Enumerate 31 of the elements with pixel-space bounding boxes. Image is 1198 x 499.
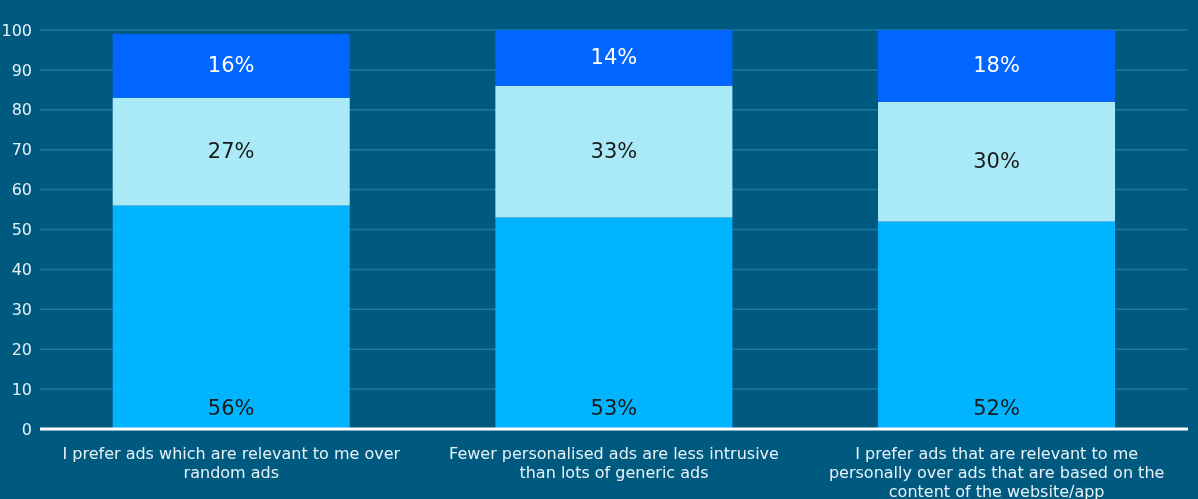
y-tick-label: 40	[11, 260, 32, 280]
bar	[112, 33, 350, 98]
data-label: 53%	[590, 396, 638, 420]
bar	[495, 217, 733, 429]
y-tick-label: 100	[1, 20, 32, 40]
bar	[495, 85, 733, 218]
y-tick-label: 50	[11, 220, 32, 240]
bar	[878, 101, 1116, 222]
y-tick-label: 10	[11, 379, 32, 399]
y-tick-label: 60	[11, 180, 32, 200]
data-label: 52%	[973, 396, 1020, 420]
data-label: 16%	[207, 52, 255, 77]
y-tick-label: 30	[11, 299, 32, 319]
bar	[878, 221, 1116, 429]
y-tick-label: 80	[11, 100, 32, 120]
y-tick-label: 90	[11, 60, 32, 80]
y-tick-label: 0	[21, 419, 32, 439]
bar	[112, 205, 350, 429]
bar	[112, 97, 350, 206]
x-tick-label: I prefer ads which are relevant to me over random ads	[62, 444, 401, 482]
data-label: 33%	[590, 138, 638, 163]
bar	[495, 30, 733, 86]
data-label: 30%	[973, 148, 1020, 173]
x-tick-label: Fewer personalised ads are less intrusive than lots of generic ads	[449, 444, 779, 482]
data-label: 27%	[207, 138, 255, 163]
data-label: 56%	[207, 396, 255, 420]
y-tick-label: 70	[11, 140, 32, 160]
data-label: 18%	[973, 52, 1020, 77]
data-label: 14%	[590, 44, 638, 69]
bar	[878, 30, 1116, 102]
y-tick-label: 20	[11, 339, 32, 359]
